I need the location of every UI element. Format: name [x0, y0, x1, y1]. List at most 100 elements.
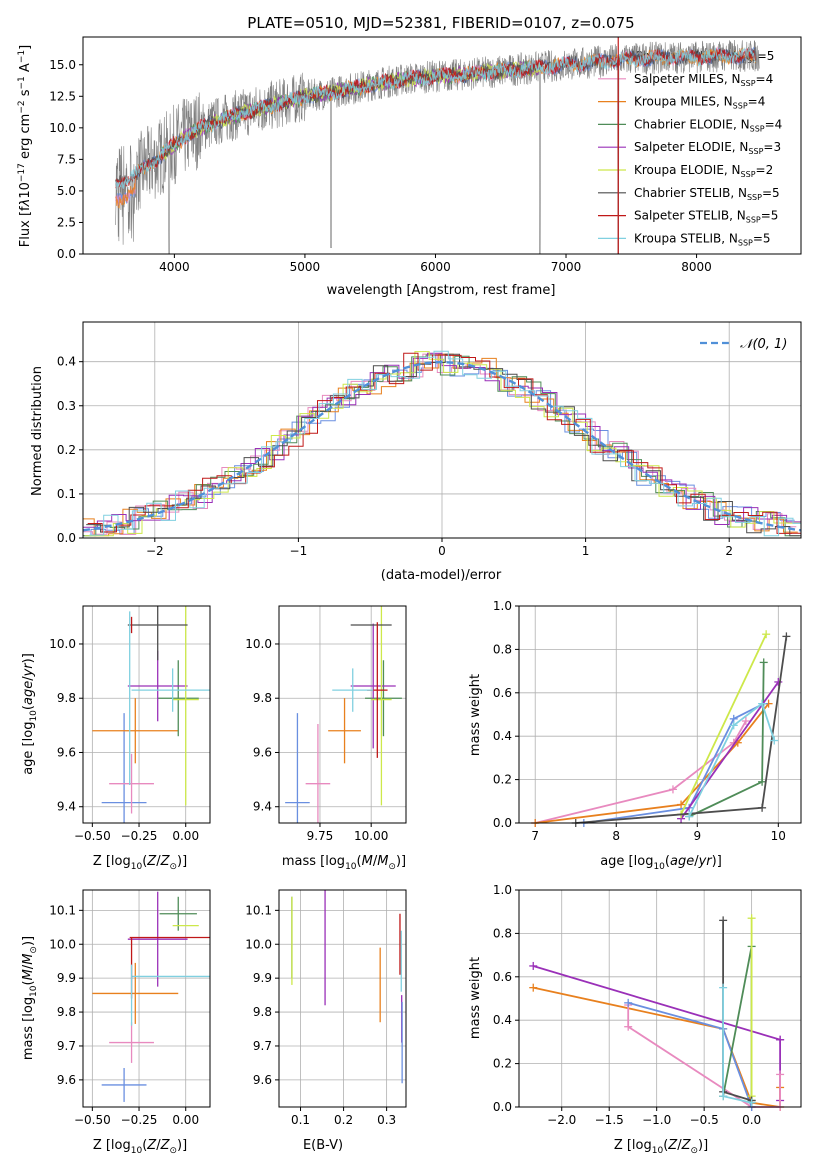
y-tick-label: 9.4 — [57, 800, 76, 814]
y-tick-label: 15.0 — [49, 58, 76, 72]
x-tick-label: −1.0 — [642, 1113, 671, 1127]
x-tick-label: 8000 — [681, 260, 712, 274]
x-tick-label: −0.50 — [74, 1113, 111, 1127]
axes-frame — [82, 605, 211, 824]
axes-frame — [278, 889, 407, 1108]
y-tick-label: 2.5 — [57, 215, 76, 229]
axes-frame — [518, 889, 802, 1108]
residual-histogram-panel: (data-model)/error Normed distribution 𝒩… — [30, 321, 802, 583]
y-tick-label: 0.6 — [493, 970, 512, 984]
histogram-step-chabrier_miles — [83, 353, 795, 537]
p3: −0.50 −0.25 0.00 9.4 9.6 9.8 10.0 — [49, 605, 211, 843]
legend-label-salpeter_elodie: Salpeter ELODIE, NSSP=3 — [634, 140, 781, 156]
axes-frame — [82, 36, 802, 255]
p6: −0.50 −0.25 0.00 9.6 9.7 9.8 9.9 10.0 10.1 — [49, 889, 211, 1127]
y-tick-label: 0.2 — [493, 773, 512, 787]
histogram-step-chabrier_stelib — [86, 353, 801, 537]
axes-frame — [82, 889, 211, 1108]
y-tick-label: 0.1 — [57, 487, 76, 501]
y-tick-label: 10.1 — [49, 903, 76, 917]
mass-weight-line-kroupa_stelib — [722, 987, 752, 1104]
histogram-step-kroupa_stelib — [89, 350, 801, 537]
y-tick-label: 0.6 — [493, 686, 512, 700]
x-tick-label: −1.5 — [595, 1113, 624, 1127]
axes-frame — [278, 605, 407, 824]
spectrum-panel: PLATE=0510, MJD=52381, FIBERID=0107, z=0… — [17, 14, 802, 298]
x-tick-label: −2 — [146, 544, 164, 558]
x-tick-label: 10.00 — [354, 829, 388, 843]
legend-label-salpeter_miles: Salpeter MILES, NSSP=4 — [634, 72, 773, 88]
legend-label-kroupa_elodie: Kroupa ELODIE, NSSP=2 — [634, 163, 773, 179]
y-tick-label: 9.8 — [253, 1005, 272, 1019]
y-tick-label: 12.5 — [49, 89, 76, 103]
mass-weight-line-kroupa_stelib — [688, 702, 776, 817]
x-tick-label: 0 — [438, 544, 446, 558]
y-tick-label: 0.0 — [493, 1100, 512, 1114]
axes-frame — [518, 605, 802, 824]
histogram-ylabel: Normed distribution — [30, 366, 45, 496]
y-tick-label: 0.8 — [493, 926, 512, 940]
y-tick-label: 0.4 — [493, 1013, 512, 1027]
x-tick-label: 4000 — [159, 260, 190, 274]
normal-legend-label: 𝒩(0, 1) — [740, 337, 787, 352]
errorbars — [291, 890, 403, 1084]
x-tick-label: 0.3 — [377, 1113, 396, 1127]
pZ-age-xlabel: Z [log10(Z/Z⊙)] — [93, 854, 187, 872]
y-tick-label: 0.4 — [57, 355, 76, 369]
y-tick-label: 10.0 — [49, 937, 76, 951]
pZ-mass-xlabel: Z [log10(Z/Z⊙)] — [93, 1138, 187, 1156]
spectrum-title: PLATE=0510, MJD=52381, FIBERID=0107, z=0… — [247, 14, 634, 32]
x-tick-label: 5000 — [290, 260, 321, 274]
x-tick-label: −0.50 — [74, 829, 111, 843]
mass-weight-line-kroupa_elodie — [680, 633, 768, 815]
histogram-step-kroupa_miles — [83, 353, 798, 537]
y-tick-label: 9.8 — [57, 691, 76, 705]
pZ-age-ylabel: age [log10(age/yr)] — [21, 653, 39, 775]
y-tick-label: 0.0 — [57, 531, 76, 545]
histogram-steps — [83, 350, 801, 537]
y-tick-label: 0.4 — [493, 729, 512, 743]
y-tick-label: 1.0 — [493, 599, 512, 613]
y-tick-label: 9.7 — [57, 1039, 76, 1053]
legend-label-chabrier_elodie: Chabrier ELODIE, NSSP=4 — [634, 117, 782, 133]
x-tick-label: 9.75 — [307, 829, 334, 843]
pZmw-ylabel: mass weight — [468, 957, 483, 1039]
page-xlabel: age [log10(age/yr)] — [600, 854, 722, 872]
spectrum-lines — [115, 37, 760, 254]
x-tick-label: 0.00 — [172, 829, 199, 843]
x-tick-label: 7 — [531, 829, 539, 843]
pmass-age-xlabel: mass [log10(M/M⊙)] — [282, 854, 406, 872]
y-tick-label: 1.0 — [493, 883, 512, 897]
x-tick-label: 0.00 — [172, 1113, 199, 1127]
x-tick-label: 0.0 — [742, 1113, 761, 1127]
y-tick-label: 9.6 — [253, 1073, 272, 1087]
y-tick-label: 9.6 — [253, 745, 272, 759]
x-tick-label: 6000 — [420, 260, 451, 274]
legend-label-salpeter_stelib: Salpeter STELIB, NSSP=5 — [634, 209, 778, 225]
pZmw-xlabel: Z [log10(Z/Z⊙)] — [614, 1138, 708, 1156]
x-tick-label: 0.1 — [291, 1113, 310, 1127]
x-tick-label: 7000 — [551, 260, 582, 274]
p4: 9.75 10.00 9.4 9.6 9.8 10.0 — [245, 605, 407, 843]
x-tick-label: −0.25 — [121, 829, 158, 843]
y-tick-label: 9.4 — [253, 800, 272, 814]
y-tick-label: 0.3 — [57, 399, 76, 413]
x-tick-label: 8 — [612, 829, 620, 843]
y-tick-label: 9.8 — [57, 1005, 76, 1019]
x-tick-label: −0.25 — [121, 1113, 158, 1127]
spectrum-ylabel: Flux [fλ10−17 erg cm−2 s−1 A−1] — [17, 45, 33, 247]
y-tick-label: 0.0 — [57, 247, 76, 261]
y-tick-label: 5.0 — [57, 184, 76, 198]
histogram-step-chabrier_elodie — [83, 354, 800, 537]
x-tick-label: 0.2 — [334, 1113, 353, 1127]
x-tick-label: 2 — [725, 544, 733, 558]
errorbars — [92, 891, 210, 1102]
legend-label-kroupa_miles: Kroupa MILES, NSSP=4 — [634, 95, 765, 111]
p7: 0.1 0.2 0.3 9.6 9.7 9.8 9.9 10.0 10.1 — [245, 889, 407, 1127]
y-tick-label: 9.8 — [253, 691, 272, 705]
y-tick-label: 10.1 — [245, 903, 272, 917]
legend-label-kroupa_stelib: Kroupa STELIB, NSSP=5 — [634, 231, 771, 247]
y-tick-label: 10.0 — [49, 121, 76, 135]
y-tick-label: 10.0 — [49, 637, 76, 651]
